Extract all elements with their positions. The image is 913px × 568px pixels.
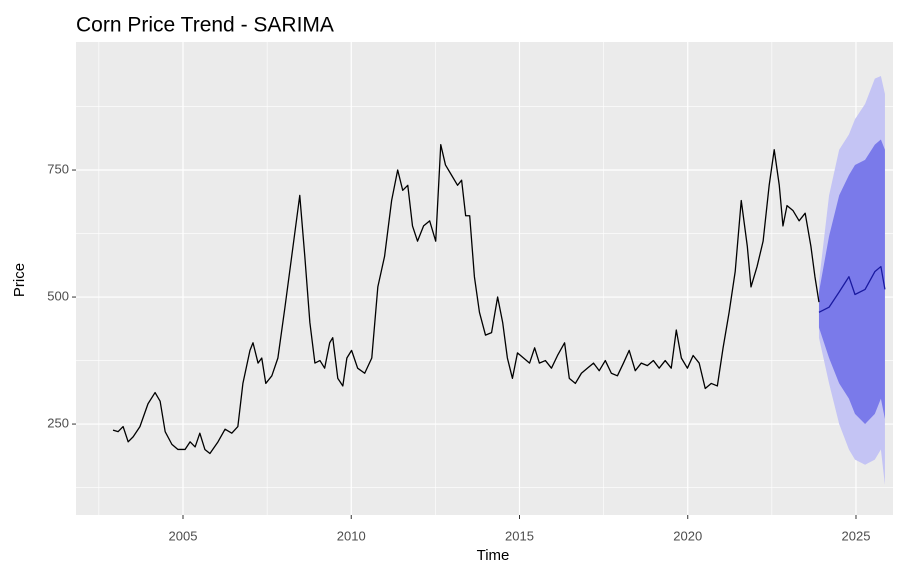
y-tick-label: 250 [47, 415, 69, 430]
x-tick-label: 2005 [169, 528, 198, 543]
x-tick-label: 2015 [505, 528, 534, 543]
forecast-line [818, 265, 886, 313]
y-tick-label: 750 [47, 161, 69, 176]
x-tick-label: 2010 [337, 528, 366, 543]
y-tick-label: 500 [47, 288, 69, 303]
x-tick-label: 2025 [842, 528, 871, 543]
price-line [112, 143, 820, 455]
forecast-interval [818, 139, 885, 425]
x-tick-label: 2020 [673, 528, 702, 543]
chart-title: Corn Price Trend - SARIMA [76, 14, 334, 37]
y-axis-title: Price [11, 263, 28, 297]
plot-panel [76, 42, 893, 515]
x-axis-title: Time [477, 547, 510, 564]
